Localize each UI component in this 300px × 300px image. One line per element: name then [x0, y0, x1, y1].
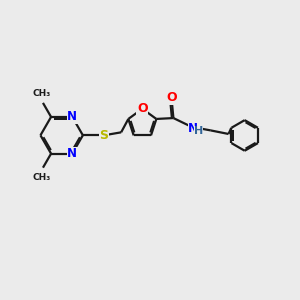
Text: CH₃: CH₃ [32, 88, 51, 98]
Text: N: N [67, 147, 77, 160]
Text: CH₃: CH₃ [32, 173, 51, 182]
Text: N: N [188, 122, 198, 135]
Text: N: N [67, 110, 77, 123]
Text: H: H [194, 126, 203, 136]
Text: S: S [100, 129, 109, 142]
Text: O: O [167, 91, 177, 104]
Text: O: O [137, 102, 148, 115]
